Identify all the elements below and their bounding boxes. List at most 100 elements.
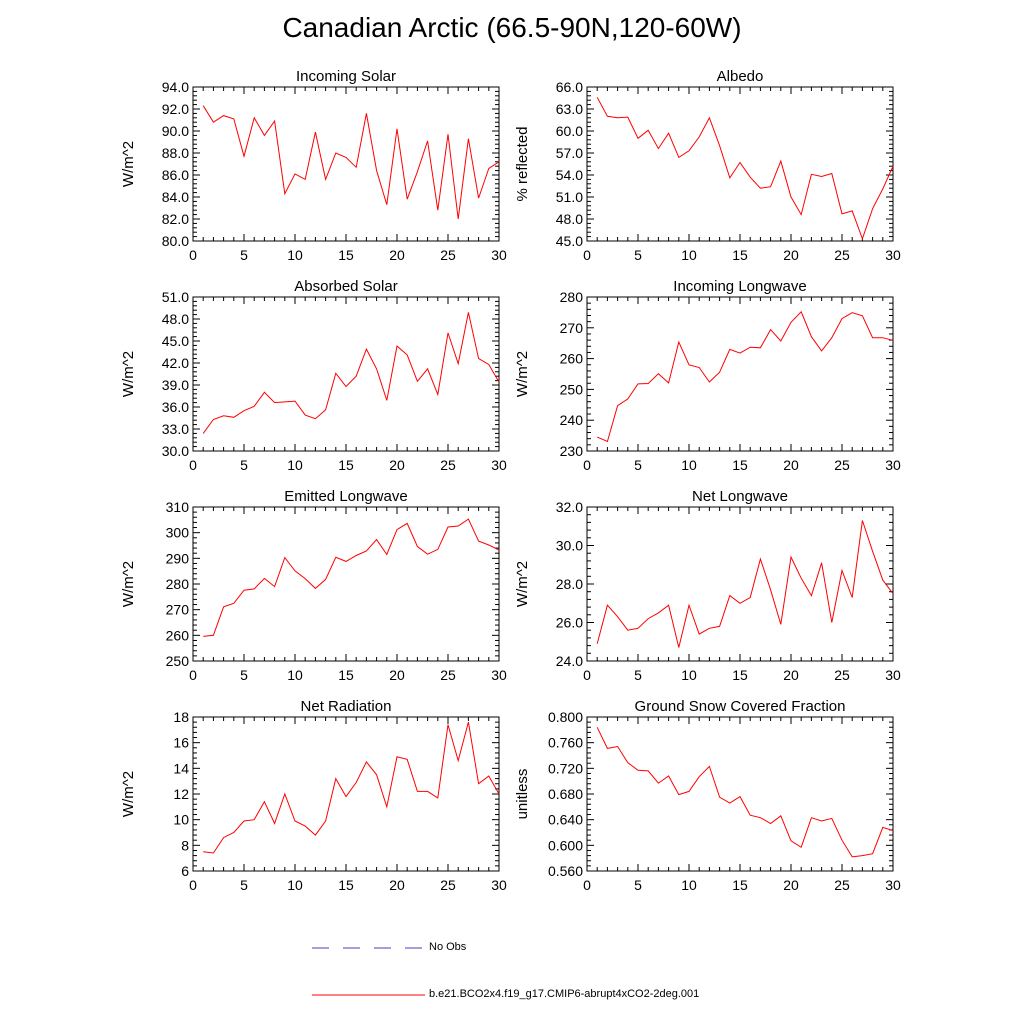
x-tick-label: 30 [491, 247, 507, 263]
y-tick-label: 82.0 [162, 211, 189, 227]
y-tick-label: 270 [166, 602, 190, 618]
x-tick-label: 20 [389, 877, 405, 893]
x-tick-label: 10 [681, 877, 697, 893]
y-tick-label: 60.0 [556, 123, 583, 139]
x-tick-label: 30 [885, 667, 901, 683]
x-tick-label: 10 [287, 247, 303, 263]
x-tick-label: 25 [834, 247, 850, 263]
x-tick-label: 25 [440, 667, 456, 683]
chart-panel-3: Absorbed Solar W/m^2 0 5 10 15 20 25 30 30.0 33.0 3… [120, 278, 507, 473]
x-tick-label: 20 [389, 457, 405, 473]
legend-label: No Obs [429, 941, 467, 953]
y-tick-label: 30.0 [556, 538, 583, 554]
y-axis-label: W/m^2 [514, 351, 531, 397]
y-tick-label: 80.0 [162, 233, 189, 249]
y-axis-label: W/m^2 [120, 771, 137, 817]
y-tick-label: 86.0 [162, 167, 189, 183]
x-tick-label: 5 [634, 667, 642, 683]
x-tick-label: 5 [240, 457, 248, 473]
y-tick-label: 94.0 [162, 79, 189, 95]
y-tick-label: 260 [560, 351, 584, 367]
legend-label: b.e21.BCO2x4.f19_g17.CMIP6-abrupt4xCO2-2… [429, 988, 700, 1000]
y-tick-label: 48.0 [556, 211, 583, 227]
y-tick-label: 260 [166, 627, 190, 643]
series-line [597, 310, 894, 443]
y-tick-label: 33.0 [162, 421, 189, 437]
x-tick-label: 20 [783, 877, 799, 893]
y-tick-label: 90.0 [162, 123, 189, 139]
panel-title: Albedo [717, 68, 764, 85]
x-tick-label: 10 [287, 877, 303, 893]
x-tick-label: 25 [834, 877, 850, 893]
y-tick-label: 92.0 [162, 101, 189, 117]
x-tick-label: 5 [634, 877, 642, 893]
series-line [596, 520, 894, 648]
x-tick-label: 20 [783, 667, 799, 683]
x-tick-label: 0 [189, 457, 197, 473]
x-tick-label: 5 [634, 247, 642, 263]
series-line [203, 518, 500, 637]
y-tick-label: 14 [173, 760, 189, 776]
y-tick-label: 0.560 [548, 863, 583, 879]
y-tick-label: 45.0 [162, 333, 189, 349]
x-tick-label: 0 [583, 877, 591, 893]
x-tick-label: 30 [885, 877, 901, 893]
x-tick-label: 5 [240, 877, 248, 893]
x-tick-label: 0 [583, 667, 591, 683]
y-tick-label: 0.680 [548, 786, 583, 802]
y-tick-label: 51.0 [556, 189, 583, 205]
x-tick-label: 30 [885, 247, 901, 263]
x-tick-label: 25 [440, 877, 456, 893]
series-line [202, 312, 500, 434]
x-tick-label: 15 [732, 457, 748, 473]
x-tick-label: 30 [491, 457, 507, 473]
x-tick-label: 5 [240, 247, 248, 263]
x-tick-label: 20 [783, 247, 799, 263]
x-tick-label: 10 [681, 247, 697, 263]
x-tick-label: 15 [732, 877, 748, 893]
x-tick-label: 5 [240, 667, 248, 683]
x-tick-label: 15 [338, 877, 354, 893]
y-tick-label: 84.0 [162, 189, 189, 205]
y-tick-label: 28.0 [556, 576, 583, 592]
y-tick-label: 66.0 [556, 79, 583, 95]
y-tick-label: 36.0 [162, 399, 189, 415]
x-tick-label: 10 [287, 457, 303, 473]
x-tick-label: 20 [389, 247, 405, 263]
x-tick-label: 25 [440, 457, 456, 473]
x-tick-label: 10 [287, 667, 303, 683]
y-axis-label: W/m^2 [120, 561, 137, 607]
panel-title: Ground Snow Covered Fraction [635, 698, 846, 715]
chart-panel-8: Ground Snow Covered Fraction unitless 0 5 10… [514, 698, 901, 893]
y-tick-label: 51.0 [162, 289, 189, 305]
y-tick-label: 26.0 [556, 615, 583, 631]
y-tick-label: 48.0 [162, 311, 189, 327]
y-axis-label: W/m^2 [120, 141, 137, 187]
y-tick-label: 0.760 [548, 735, 583, 751]
y-tick-label: 290 [166, 550, 190, 566]
x-tick-label: 15 [732, 247, 748, 263]
y-tick-label: 280 [166, 576, 190, 592]
x-tick-label: 10 [681, 667, 697, 683]
y-tick-label: 30.0 [162, 443, 189, 459]
panel-title: Incoming Longwave [673, 278, 806, 295]
x-tick-label: 20 [389, 667, 405, 683]
x-tick-label: 15 [338, 667, 354, 683]
x-tick-label: 0 [189, 877, 197, 893]
x-tick-label: 25 [834, 667, 850, 683]
chart-panel-2: Albedo % reflected 0 5 10 15 20 25 30 45.0 48.0 51.… [514, 68, 901, 263]
chart-panel-5: Emitted Longwave W/m^2 0 5 10 15 20 25 30 250 260 2… [120, 488, 507, 683]
panel-title: Net Radiation [301, 698, 392, 715]
chart-panel-6: Net Longwave W/m^2 0 5 10 15 20 25 30 24.0 26.0 28.… [514, 488, 901, 683]
y-tick-label: 88.0 [162, 145, 189, 161]
y-tick-label: 42.0 [162, 355, 189, 371]
y-tick-label: 0.640 [548, 812, 583, 828]
x-tick-label: 25 [440, 247, 456, 263]
panel-title: Incoming Solar [296, 68, 396, 85]
x-tick-label: 15 [338, 247, 354, 263]
y-axis-label: W/m^2 [514, 561, 531, 607]
y-tick-label: 10 [173, 812, 189, 828]
series-line [202, 105, 500, 220]
